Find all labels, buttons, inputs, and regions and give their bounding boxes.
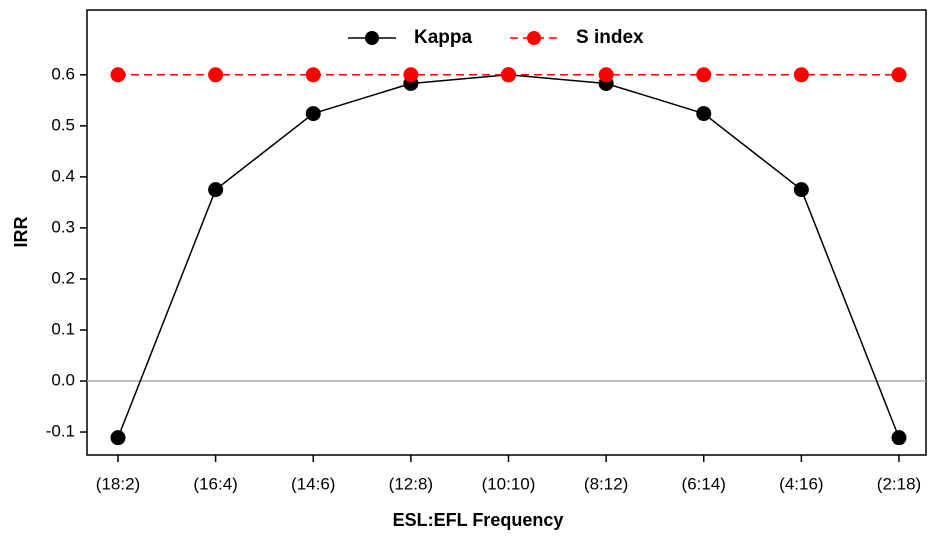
point [891,430,907,446]
legend-label: Kappa [414,27,473,48]
y-tick-label: 0.4 [51,166,75,185]
y-tick-label: -0.1 [46,422,75,441]
point [598,67,614,83]
point [793,67,809,83]
point [403,67,419,83]
point [305,67,321,83]
point [793,182,809,198]
legend-marker [365,31,379,45]
x-axis-label: ESL:EFL Frequency [393,510,564,530]
x-tick-label: (12:8) [389,474,433,493]
plot-frame [86,9,927,456]
y-tick-label: 0.6 [51,64,75,83]
x-tick-label: (10:10) [482,474,536,493]
point [305,106,321,122]
point [208,67,224,83]
point [110,430,126,446]
x-tick-label: (4:16) [779,474,823,493]
y-tick-label: 0.3 [51,217,75,236]
x-tick-label: (18:2) [96,474,140,493]
x-tick-label: (6:14) [682,474,726,493]
y-tick-label: 0.2 [51,268,75,287]
point [110,67,126,83]
series-line [117,74,900,438]
legend-label: S index [576,27,644,48]
y-tick-label: 0.5 [51,115,75,134]
y-tick-label: 0.0 [51,370,75,389]
point [891,67,907,83]
point [696,67,712,83]
x-tick-label: (16:4) [193,474,237,493]
x-tick-label: (14:6) [291,474,335,493]
x-tick-label: (2:18) [877,474,921,493]
legend-marker [527,31,541,45]
x-tick-label: (8:12) [584,474,628,493]
y-tick-label: 0.1 [51,319,75,338]
point [501,67,516,83]
y-axis-label: IRR [11,217,31,248]
point [208,182,224,198]
point [696,106,712,122]
